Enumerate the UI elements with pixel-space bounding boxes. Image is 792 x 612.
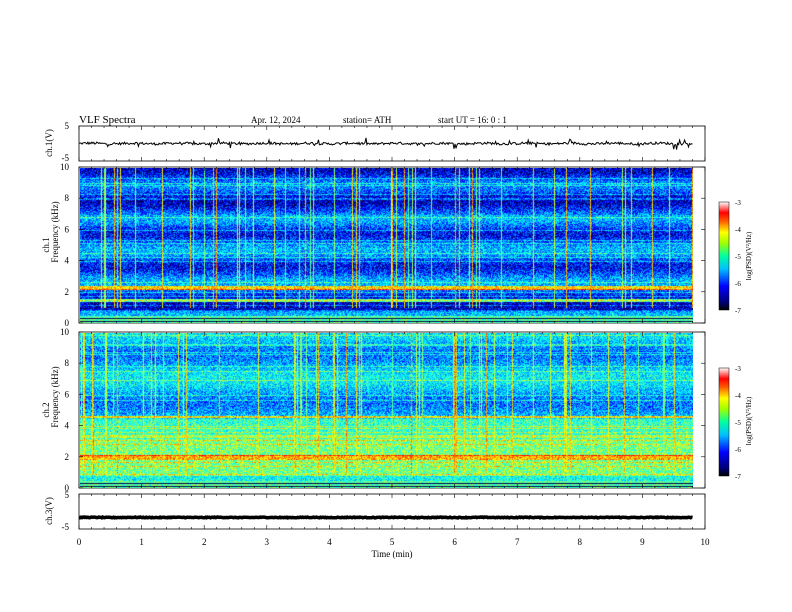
time-tick-label: 9	[640, 537, 645, 547]
colorbar-tick-label: -6	[735, 280, 741, 288]
ch1-waveform-panel: 5 -5 ch.1(V)	[44, 121, 706, 163]
ch1-ytick-bottom: -5	[62, 153, 70, 163]
ch1-waveform-line	[79, 137, 693, 150]
header-start-time: start UT = 16: 0 : 1	[438, 115, 507, 125]
ch1-waveform-xticks	[78, 126, 706, 161]
time-tick-label: 2	[202, 537, 207, 547]
colorbar-tick-label: -4	[735, 392, 741, 400]
ch1-waveform-ylabel: ch.1(V)	[44, 129, 54, 157]
time-tick-label: 3	[265, 537, 270, 547]
ch2-colorbar-label: log(PSD)(V²/Hz)	[745, 396, 753, 445]
freq-tick-label: 2	[65, 452, 70, 462]
colorbar-tick-label: -3	[735, 199, 741, 207]
time-tick-label: 1	[139, 537, 144, 547]
ch2-spectrogram-channel-label: ch.2	[41, 402, 51, 417]
freq-tick-label: 6	[65, 224, 70, 234]
ch1-spectrogram-yticks: 10 8 6 4 2 0	[60, 162, 705, 328]
colorbar-tick-label: -5	[735, 419, 741, 427]
ch3-waveform-ylabel: ch.3(V)	[44, 497, 54, 525]
ch3-waveform-frame	[78, 493, 706, 530]
colorbar-tick-label: -7	[735, 307, 741, 315]
freq-tick-label: 4	[65, 256, 70, 266]
colorbar-tick-label: -4	[735, 226, 741, 234]
ch1-colorbar: -3 -4 -5 -6 -7 log(PSD)(V²/Hz)	[718, 199, 753, 315]
time-tick-label: 0	[77, 537, 82, 547]
freq-tick-label: 8	[65, 358, 70, 368]
figure-title: VLF Spectra	[79, 114, 136, 126]
ch3-waveform-line	[78, 515, 693, 520]
time-axis-ticklabels: 0 1 2 3 4 5 6 7 8 9 10	[77, 537, 710, 547]
ch2-colorbar: -3 -4 -5 -6 -7 log(PSD)(V²/Hz)	[718, 365, 753, 481]
freq-tick-label: 2	[65, 287, 70, 297]
time-tick-label: 7	[515, 537, 520, 547]
time-tick-label: 6	[452, 537, 457, 547]
ch2-spectrogram-image	[79, 332, 693, 488]
header-date: Apr. 12, 2024	[251, 115, 301, 125]
ch3-ytick-top: 5	[65, 490, 70, 500]
ch3-ytick-bottom: -5	[62, 522, 70, 532]
colorbar-tick-label: -5	[735, 253, 741, 261]
time-axis-label: Time (min)	[372, 549, 413, 559]
ch1-ytick-top: 5	[65, 121, 70, 131]
ch3-waveform-panel: 5 -5 ch.3(V) 0 1 2 3 4 5 6 7 8 9 10 Time (min)	[44, 490, 710, 559]
colorbar-tick-label: -3	[735, 365, 741, 373]
ch2-spectrogram-panel: 10 8 6 4 2 0 ch.2 Frequency (kHz)	[41, 327, 706, 493]
ch3-waveform-xticks	[78, 494, 706, 529]
freq-tick-label: 0	[65, 483, 70, 493]
time-tick-label: 10	[701, 537, 711, 547]
ch1-colorbar-ticks: -3 -4 -5 -6 -7	[735, 199, 741, 315]
ch2-colorbar-ticks: -3 -4 -5 -6 -7	[735, 365, 741, 481]
ch1-spectrogram-channel-label: ch.1	[41, 237, 51, 252]
ch2-spectrogram-ylabel: Frequency (kHz)	[50, 366, 60, 427]
ch2-spectrogram-yticks: 10 8 6 4 2 0	[60, 327, 705, 493]
colorbar-tick-label: -7	[735, 473, 741, 481]
freq-tick-label: 6	[65, 389, 70, 399]
time-tick-label: 4	[327, 537, 332, 547]
ch1-spectrogram-ylabel: Frequency (kHz)	[50, 201, 60, 262]
ch1-spectrogram-image	[79, 167, 693, 323]
ch1-spectrogram-xticks	[78, 167, 706, 323]
freq-tick-label: 8	[65, 193, 70, 203]
colorbar-tick-label: -6	[735, 446, 741, 454]
ch1-colorbar-bar	[718, 201, 730, 311]
freq-tick-label: 4	[65, 421, 70, 431]
ch1-spectrogram-panel: 10 8 6 4 2 0 ch.1 Frequency (kHz)	[41, 162, 706, 328]
time-tick-label: 5	[390, 537, 395, 547]
ch2-spectrogram-xticks	[78, 332, 706, 488]
freq-tick-label: 10	[60, 162, 70, 172]
ch2-colorbar-bar	[718, 367, 730, 477]
header-station: station= ATH	[343, 115, 392, 125]
freq-tick-label: 0	[65, 318, 70, 328]
freq-tick-label: 10	[60, 327, 70, 337]
ch1-colorbar-label: log(PSD)(V²/Hz)	[745, 231, 753, 280]
time-tick-label: 8	[578, 537, 583, 547]
